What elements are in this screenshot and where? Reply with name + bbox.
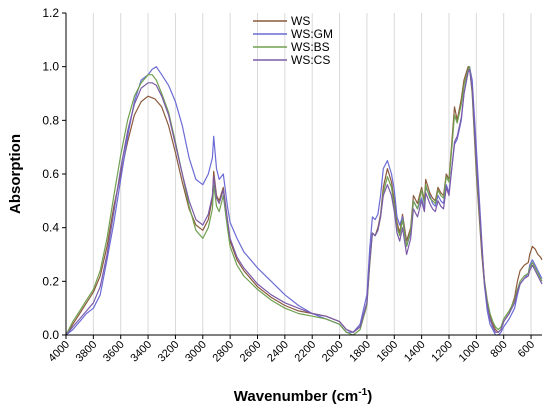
x-tick-label: 4000 (46, 339, 72, 365)
x-tick-label: 2800 (210, 339, 236, 365)
y-tick-label: 0.2 (42, 274, 59, 288)
y-tick-label: 0.8 (42, 113, 59, 127)
x-tick-label: 1000 (457, 339, 483, 365)
series-line-ws-gm (65, 66, 543, 336)
legend-label-ws-bs: WS:BS (291, 40, 330, 54)
x-tick-label: 2400 (265, 339, 291, 365)
x-axis-label-superscript: -1 (358, 387, 367, 398)
legend-label-ws: WS (291, 14, 310, 28)
x-axis-label-end: ) (367, 388, 372, 405)
x-tick-label: 2600 (238, 339, 264, 365)
x-tick-label: 600 (516, 339, 537, 360)
series-layer (65, 66, 543, 336)
x-tick-label: 1400 (402, 339, 428, 365)
y-tick-label: 1.2 (42, 6, 59, 20)
x-axis-label-main: Wavenumber (cm (234, 388, 358, 405)
series-line-ws (65, 66, 543, 336)
legend-label-ws-cs: WS:CS (291, 53, 330, 67)
x-tick-label: 1600 (375, 339, 401, 365)
grid-layer (65, 13, 532, 335)
x-tick-label: 2000 (320, 339, 346, 365)
series-line-ws-cs (65, 68, 543, 336)
x-tick-label: 2200 (293, 339, 319, 365)
x-tick-label: 3800 (74, 339, 100, 365)
legend-label-ws-gm: WS:GM (291, 27, 333, 41)
x-tick-label: 3200 (156, 339, 182, 365)
x-axis-label: Wavenumber (cm-1) (234, 387, 372, 405)
y-tick-label: 0.4 (42, 221, 59, 235)
y-axis-label: Absorption (7, 134, 24, 214)
y-tick-label: 0.6 (42, 167, 59, 181)
y-tick-label: 1.0 (42, 60, 59, 74)
x-tick-label: 3600 (101, 339, 127, 365)
x-tick-label: 1200 (429, 339, 455, 365)
x-tick-label: 800 (488, 339, 509, 360)
x-tick-label: 3400 (128, 339, 154, 365)
x-tick-label: 3000 (183, 339, 209, 365)
x-tick-label: 1800 (347, 339, 373, 365)
y-tick-label: 0.0 (42, 328, 59, 342)
series-line-ws-bs (65, 66, 543, 336)
